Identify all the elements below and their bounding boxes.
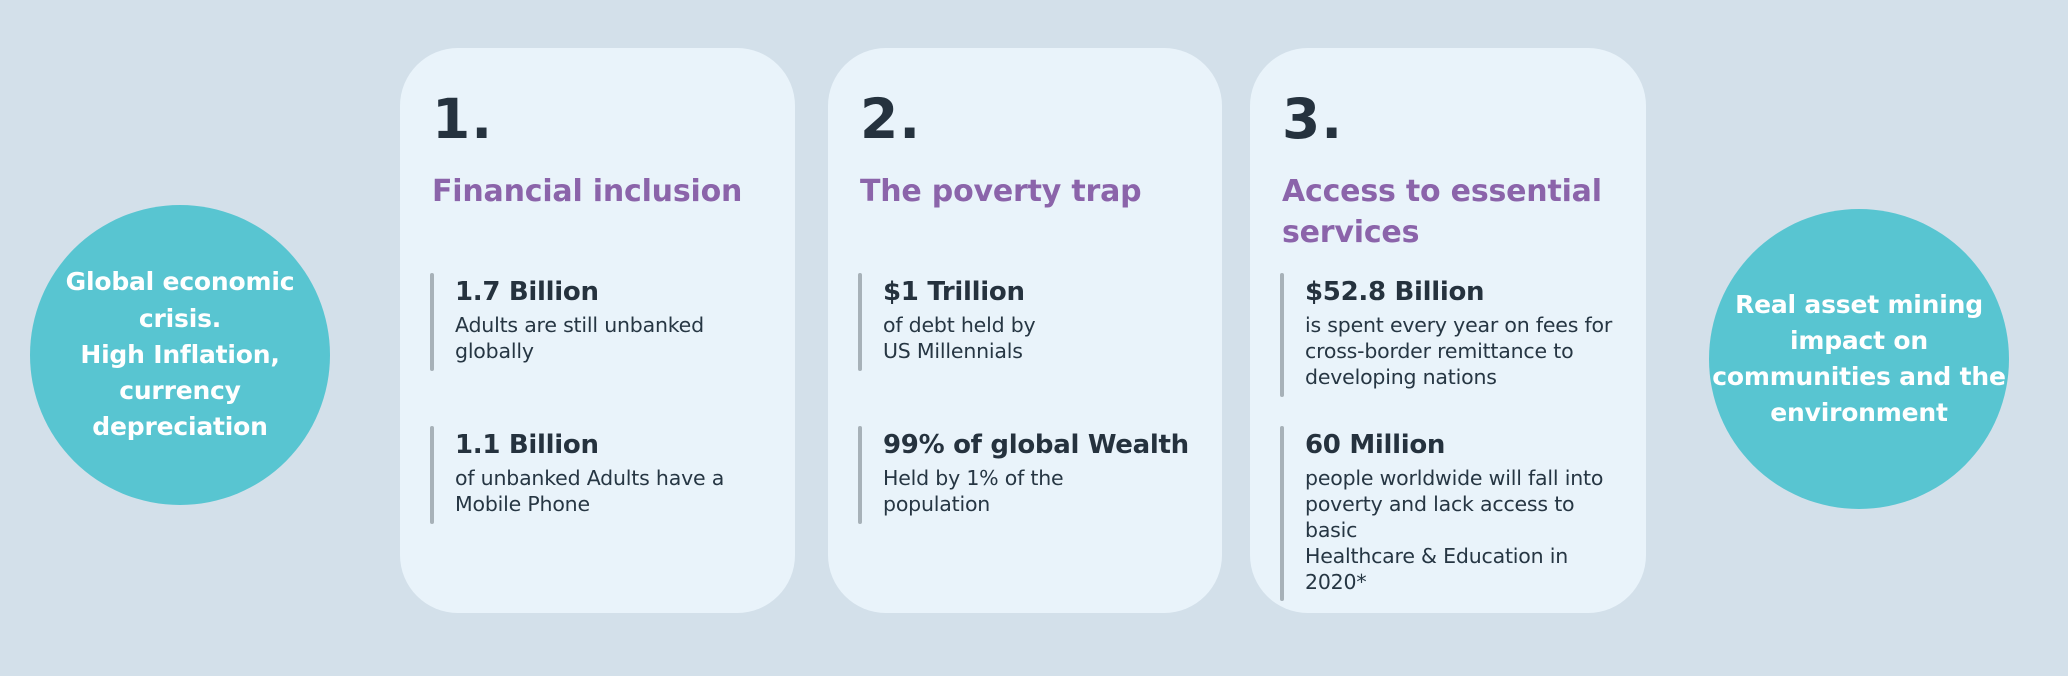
stat-accent-bar	[858, 273, 862, 371]
stat-item: 1.7 Billion Adults are still unbanked gl…	[430, 273, 779, 371]
stat-item: $1 Trillion of debt held by US Millennia…	[858, 273, 1206, 371]
right-context-circle: Real asset mining impact on communities …	[1709, 209, 2009, 509]
left-context-circle: Global economic crisis. High Inflation, …	[30, 205, 330, 505]
card-title: Access to essential services	[1282, 174, 1602, 250]
card-number: 1.	[432, 87, 494, 151]
stat-item: $52.8 Billion is spent every year on fee…	[1280, 273, 1630, 397]
stat-value: 60 Million	[1305, 430, 1446, 460]
stat-description: Held by 1% of the population	[883, 466, 1064, 517]
right-circle-text: Real asset mining impact on communities …	[1712, 289, 2006, 428]
stat-description: Adults are still unbanked globally	[455, 313, 704, 364]
stat-accent-bar	[430, 273, 434, 371]
stat-accent-bar	[1280, 426, 1284, 602]
stat-item: 1.1 Billion of unbanked Adults have a Mo…	[430, 426, 779, 524]
stat-item: 60 Million people worldwide will fall in…	[1280, 426, 1630, 602]
card-poverty-trap: 2. The poverty trap $1 Trillion of debt …	[828, 48, 1222, 613]
stat-description: of unbanked Adults have a Mobile Phone	[455, 466, 725, 517]
stat-accent-bar	[1280, 273, 1284, 397]
card-title: The poverty trap	[860, 174, 1142, 209]
card-number: 3.	[1282, 87, 1344, 151]
stat-value: $1 Trillion	[883, 277, 1025, 307]
stat-value: 1.7 Billion	[455, 277, 599, 307]
card-financial-inclusion: 1. Financial inclusion 1.7 Billion Adult…	[400, 48, 795, 613]
card-number: 2.	[860, 87, 922, 151]
stat-value: 1.1 Billion	[455, 430, 599, 460]
stat-value: $52.8 Billion	[1305, 277, 1485, 307]
stat-accent-bar	[858, 426, 862, 524]
stat-item: 99% of global Wealth Held by 1% of the p…	[858, 426, 1206, 524]
stat-description: of debt held by US Millennials	[883, 313, 1036, 364]
stat-accent-bar	[430, 426, 434, 524]
card-title: Financial inclusion	[432, 174, 743, 209]
card-access-essential-services: 3. Access to essential services $52.8 Bi…	[1250, 48, 1646, 613]
left-circle-text: Global economic crisis. High Inflation, …	[65, 267, 295, 442]
stat-value: 99% of global Wealth	[883, 430, 1189, 460]
stat-description: is spent every year on fees for cross-bo…	[1305, 313, 1613, 389]
stat-description: people worldwide will fall into poverty …	[1305, 466, 1604, 594]
